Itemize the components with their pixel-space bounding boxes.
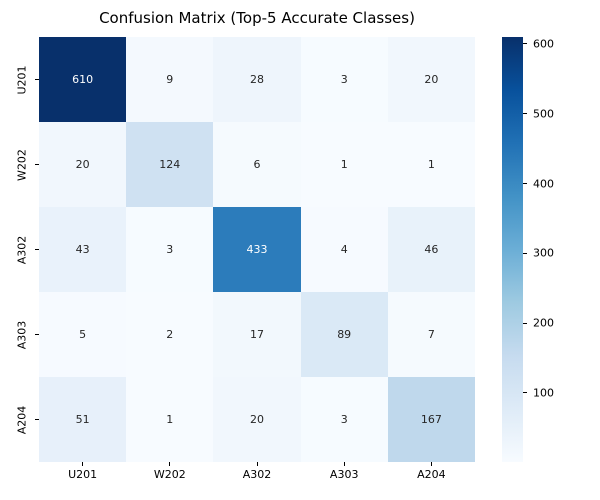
y-tick-label-W202: W202 [15, 148, 29, 181]
x-tick-mark [256, 462, 258, 466]
heatmap-cell-W202-A204: 1 [387, 122, 475, 207]
y-tick-label-A303: A303 [15, 320, 29, 349]
x-tick-mark [430, 462, 432, 466]
heatmap-cell-U201-A302: 28 [213, 37, 301, 122]
heatmap-cell-A303-A204: 7 [387, 292, 475, 377]
y-tick-mark [35, 164, 39, 165]
x-tick-label-A303: A303 [329, 468, 359, 481]
x-tick-label-A204: A204 [417, 468, 446, 481]
colorbar-tick-mark [523, 43, 527, 45]
colorbar-tick-label-300: 300 [533, 246, 554, 260]
y-tick-label-A204: A204 [15, 405, 29, 434]
heatmap-cell-W202-U201: 20 [39, 122, 127, 207]
x-tick-label-W202: W202 [153, 468, 186, 481]
y-tick-mark [35, 334, 39, 335]
y-tick-mark [35, 79, 39, 80]
heatmap-grid: 610 9 28 3 20 20 124 6 1 1 43 3 433 4 46 5 2 17 89 7 51 1 20 3 1… [39, 37, 475, 462]
y-tick-mark [35, 249, 39, 250]
x-tick-mark [169, 462, 171, 466]
y-tick-mark [35, 419, 39, 420]
heatmap-cell-A302-W202: 3 [126, 207, 214, 292]
heatmap-cell-W202-A303: 1 [300, 122, 388, 207]
y-tick-label-A302: A302 [15, 235, 29, 264]
colorbar-tick-mark [523, 322, 527, 324]
heatmap-cell-A302-A302: 433 [213, 207, 301, 292]
colorbar-tick-label-400: 400 [533, 177, 554, 191]
colorbar-tick-mark [523, 252, 527, 254]
heatmap-cell-A204-W202: 1 [126, 377, 214, 462]
colorbar-tick-mark [523, 392, 527, 394]
heatmap-cell-A204-A302: 20 [213, 377, 301, 462]
heatmap-cell-U201-A303: 3 [300, 37, 388, 122]
colorbar-tick-label-500: 500 [533, 107, 554, 121]
colorbar-tick-label-100: 100 [533, 386, 554, 400]
x-tick-label-A302: A302 [242, 468, 272, 481]
heatmap-cell-U201-U201: 610 [39, 37, 127, 122]
heatmap-cell-A303-U201: 5 [39, 292, 127, 377]
heatmap-cell-A303-W202: 2 [126, 292, 214, 377]
colorbar-tick-mark [523, 113, 527, 115]
heatmap-cell-A302-A204: 46 [387, 207, 475, 292]
heatmap-cell-A303-A303: 89 [300, 292, 388, 377]
colorbar-tick-mark [523, 183, 527, 185]
heatmap-cell-A302-A303: 4 [300, 207, 388, 292]
x-tick-mark [82, 462, 84, 466]
heatmap-cell-U201-A204: 20 [387, 37, 475, 122]
heatmap-cell-A204-A303: 3 [300, 377, 388, 462]
colorbar-tick-label-200: 200 [533, 316, 554, 330]
heatmap-cell-W202-A302: 6 [213, 122, 301, 207]
y-tick-label-U201: U201 [15, 64, 29, 95]
heatmap-cell-A204-U201: 51 [39, 377, 127, 462]
x-tick-label-U201: U201 [68, 468, 98, 481]
x-tick-mark [343, 462, 345, 466]
heatmap-cell-U201-W202: 9 [126, 37, 214, 122]
chart-title: Confusion Matrix (Top-5 Accurate Classes… [99, 9, 415, 27]
heatmap-cell-A303-A302: 17 [213, 292, 301, 377]
colorbar-tick-label-600: 600 [533, 37, 554, 51]
colorbar-gradient [502, 37, 523, 462]
heatmap-cell-A302-U201: 43 [39, 207, 127, 292]
heatmap-cell-W202-W202: 124 [126, 122, 214, 207]
heatmap-cell-A204-A204: 167 [387, 377, 475, 462]
